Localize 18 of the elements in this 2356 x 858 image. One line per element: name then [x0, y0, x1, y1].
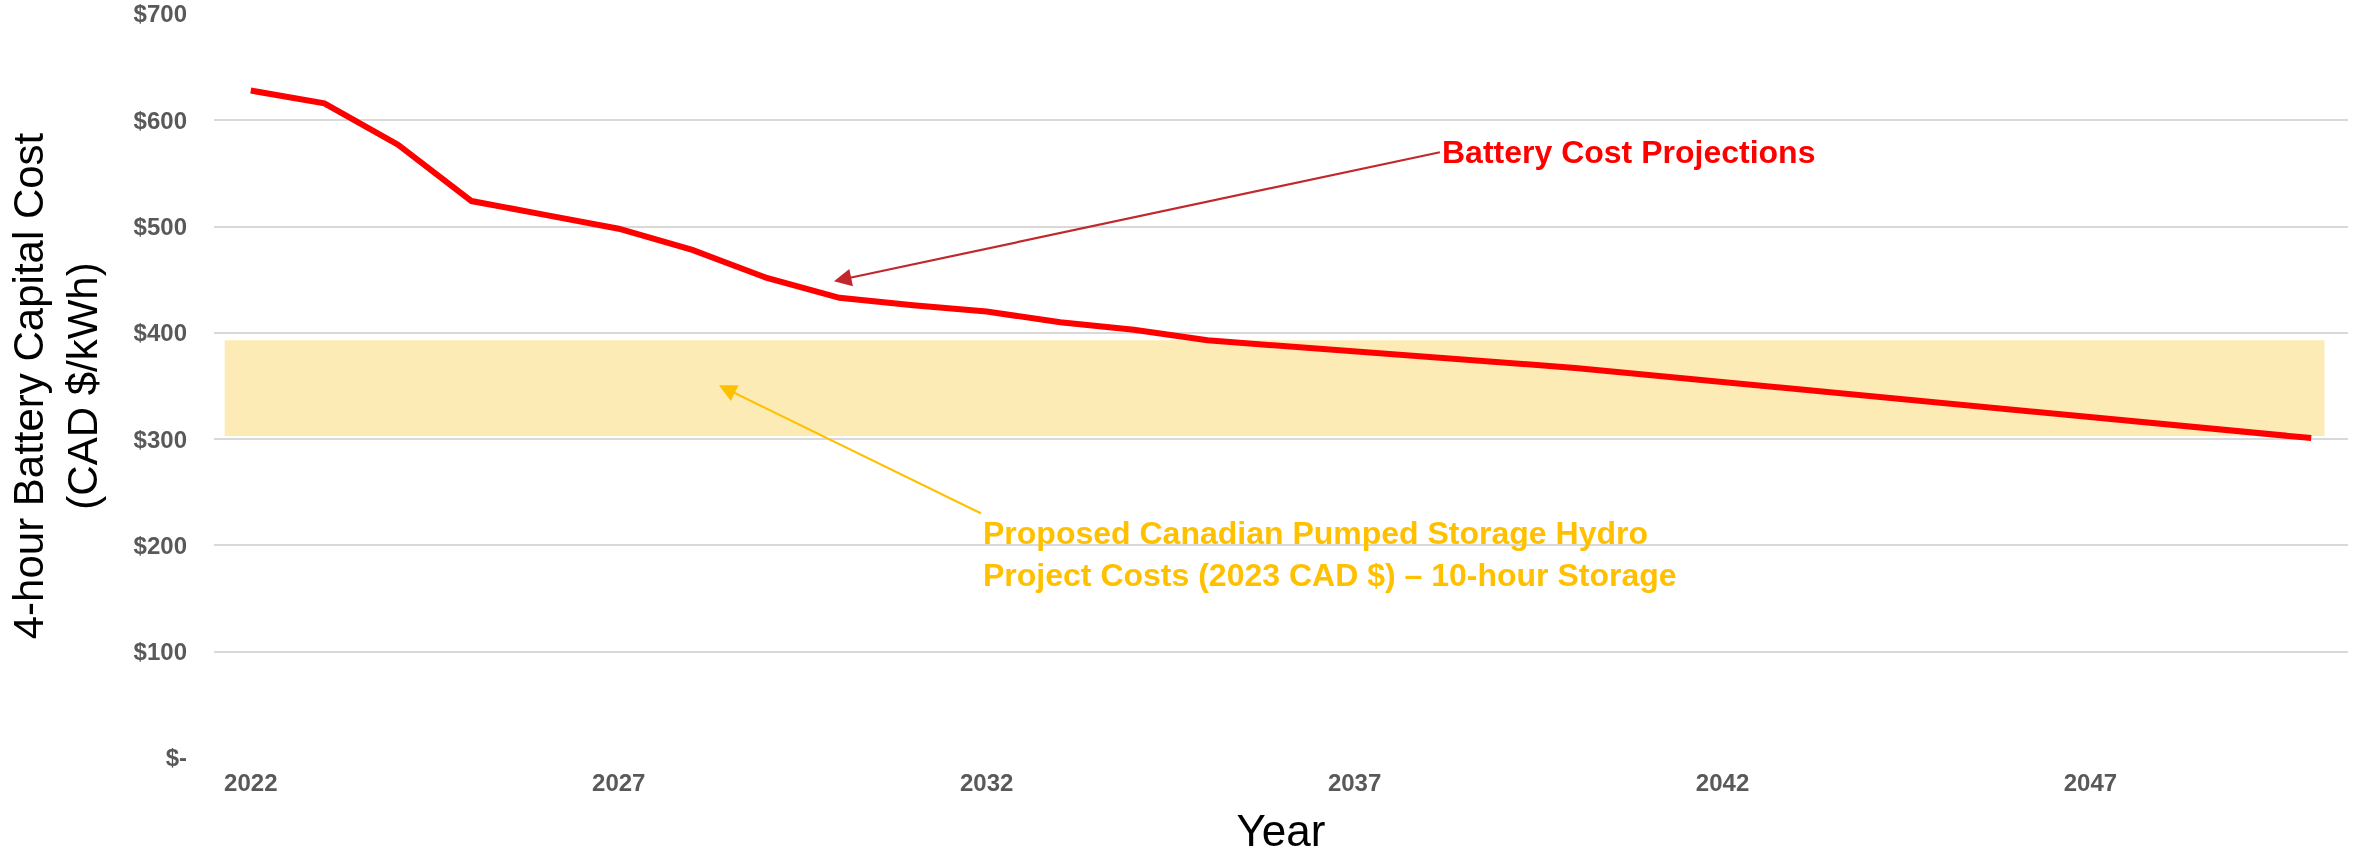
annotation: Battery Cost Projections [1442, 134, 1816, 170]
x-axis-title: Year [1236, 806, 1326, 856]
y-tick-label: $- [165, 744, 187, 772]
x-tick-label: 2037 [1327, 769, 1382, 796]
y-tick-label: $200 [133, 531, 187, 559]
y-tick-label: $400 [133, 319, 187, 347]
x-tick-label: 2047 [2063, 769, 2118, 796]
x-tick-label: 2022 [224, 769, 278, 796]
x-tick-label: 2032 [959, 769, 1014, 796]
y-axis-title: 4-hour Battery Capital Cost (CAD $/kWh) [4, 132, 107, 640]
x-tick-label: 2042 [1695, 769, 1750, 796]
y-tick-label: $300 [133, 425, 187, 453]
y-tick-label: $700 [133, 0, 187, 28]
x-tick-label: 2027 [592, 769, 646, 796]
y-tick-label: $500 [133, 212, 187, 240]
annotation: Proposed Canadian Pumped Storage Hydro Project Costs (2023 CAD $) – 10-hour Storage [983, 515, 1677, 593]
y-tick-label: $600 [133, 106, 187, 134]
y-tick-label: $100 [133, 638, 187, 666]
